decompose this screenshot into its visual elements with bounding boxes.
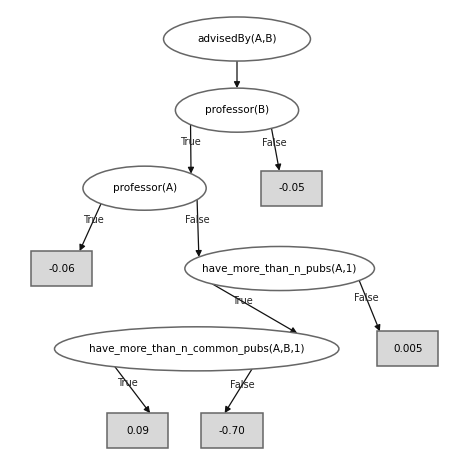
Text: professor(B): professor(B)	[205, 105, 269, 115]
Text: False: False	[230, 380, 255, 390]
Ellipse shape	[164, 17, 310, 61]
Text: False: False	[262, 138, 287, 148]
Text: True: True	[83, 215, 104, 225]
Text: False: False	[185, 215, 210, 225]
FancyBboxPatch shape	[107, 413, 168, 448]
Text: True: True	[180, 137, 201, 147]
Text: advisedBy(A,B): advisedBy(A,B)	[197, 34, 277, 44]
Text: have_more_than_n_pubs(A,1): have_more_than_n_pubs(A,1)	[202, 263, 357, 274]
Text: True: True	[232, 297, 253, 306]
Ellipse shape	[185, 246, 374, 291]
FancyBboxPatch shape	[201, 413, 263, 448]
Text: -0.05: -0.05	[278, 183, 305, 193]
Text: -0.06: -0.06	[48, 263, 75, 274]
Ellipse shape	[83, 166, 206, 210]
Text: professor(A): professor(A)	[112, 183, 177, 193]
Ellipse shape	[175, 88, 299, 132]
Text: 0.09: 0.09	[126, 425, 149, 436]
Text: -0.70: -0.70	[219, 425, 246, 436]
FancyBboxPatch shape	[31, 251, 92, 286]
Ellipse shape	[55, 327, 339, 371]
Text: True: True	[117, 378, 137, 388]
Text: 0.005: 0.005	[393, 344, 422, 354]
FancyBboxPatch shape	[261, 171, 322, 206]
FancyBboxPatch shape	[377, 331, 438, 366]
Text: have_more_than_n_common_pubs(A,B,1): have_more_than_n_common_pubs(A,B,1)	[89, 343, 304, 354]
Text: False: False	[354, 293, 379, 303]
